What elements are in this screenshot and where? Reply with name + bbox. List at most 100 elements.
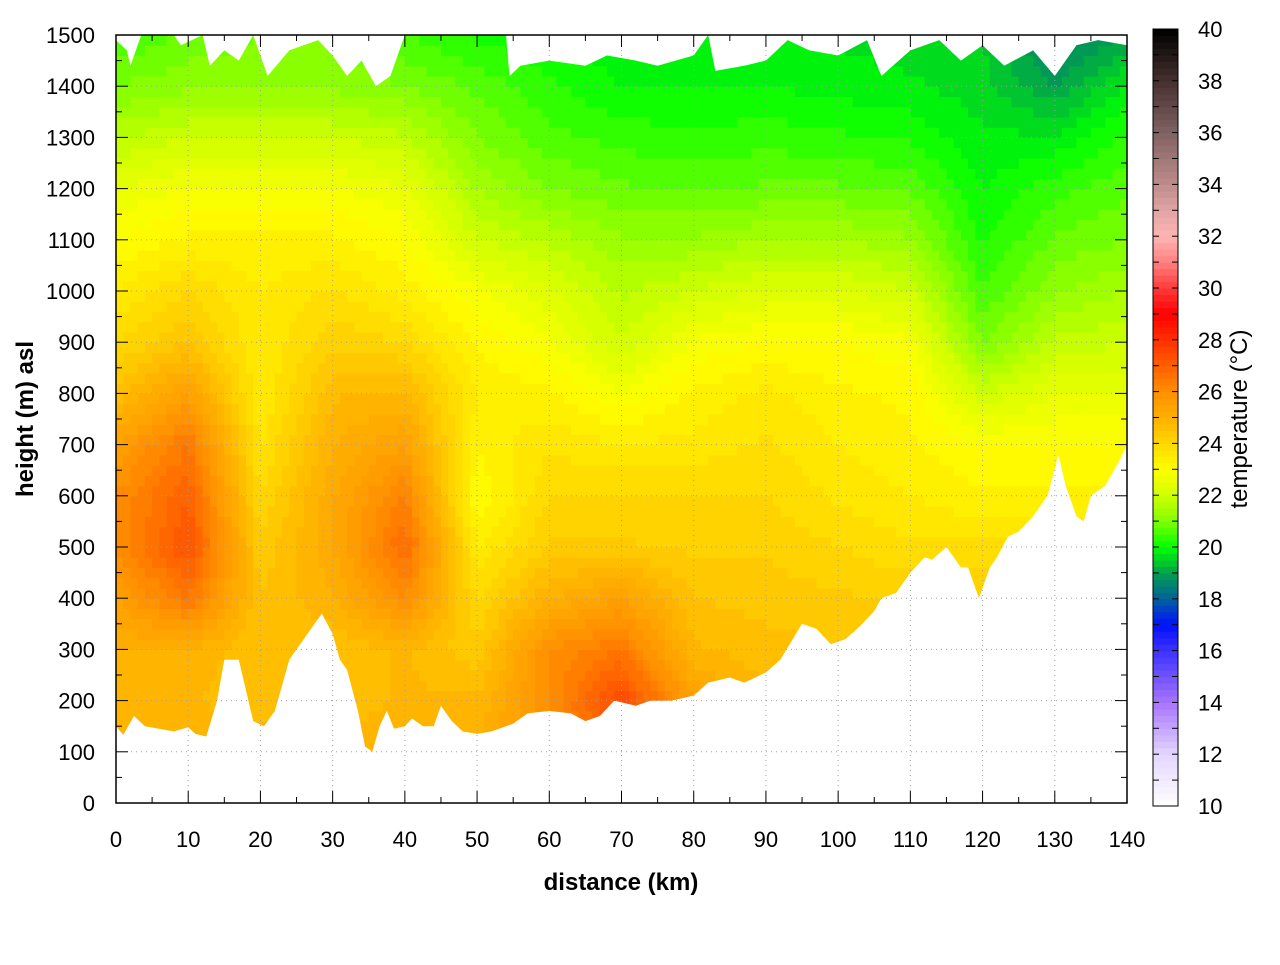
heatmap-cell <box>217 700 225 712</box>
heatmap-cell <box>397 209 406 220</box>
heatmap-cell <box>260 96 269 108</box>
heatmap-cell <box>520 536 529 548</box>
heatmap-cell <box>527 618 536 630</box>
heatmap-cell <box>368 229 377 241</box>
heatmap-cell <box>368 577 377 589</box>
heatmap-cell <box>202 628 211 640</box>
heatmap-cell <box>116 557 124 569</box>
heatmap-cell <box>289 209 298 220</box>
heatmap-cell <box>469 536 478 548</box>
heatmap-cell <box>347 321 355 333</box>
heatmap-cell <box>195 413 204 425</box>
heatmap-cell <box>166 383 175 394</box>
heatmap-cell <box>209 96 218 108</box>
heatmap-cell <box>123 516 132 528</box>
heatmap-cell <box>267 372 276 384</box>
heatmap-cell <box>166 618 175 630</box>
heatmap-cell <box>152 721 160 732</box>
heatmap-cell <box>195 291 204 302</box>
heatmap-cell <box>383 301 392 313</box>
heatmap-cell <box>463 772 471 783</box>
heatmap-cell <box>180 731 189 743</box>
heatmap-cell <box>563 45 572 57</box>
heatmap-cell <box>123 741 132 752</box>
heatmap-cell <box>166 465 175 476</box>
heatmap-cell <box>152 618 160 630</box>
heatmap-cell <box>375 710 384 722</box>
heatmap-cell <box>116 229 124 241</box>
heatmap-cell <box>578 219 586 231</box>
heatmap-cell <box>188 536 197 548</box>
heatmap-cell <box>296 352 305 364</box>
heatmap-cell <box>231 506 240 517</box>
heatmap-cell <box>231 372 240 384</box>
heatmap-cell <box>563 157 572 169</box>
heatmap-cell <box>404 116 413 128</box>
heatmap-cell <box>397 403 406 415</box>
heatmap-cell <box>477 86 485 98</box>
heatmap-cell <box>231 454 240 466</box>
heatmap-cell <box>347 301 355 313</box>
heatmap-cell <box>245 198 254 210</box>
heatmap-cell <box>462 250 471 261</box>
heatmap-cell <box>195 147 204 159</box>
heatmap-cell <box>397 239 406 251</box>
heatmap-cell <box>354 239 363 251</box>
heatmap-cell <box>325 311 334 323</box>
heatmap-cell <box>404 741 413 752</box>
heatmap-cell <box>282 567 290 579</box>
heatmap-cell <box>556 168 565 179</box>
heatmap-cell <box>578 188 586 200</box>
heatmap-cell <box>289 65 298 77</box>
heatmap-cell <box>209 649 218 661</box>
heatmap-cell <box>130 352 139 364</box>
heatmap-cell <box>368 567 377 579</box>
heatmap-cell <box>484 762 492 773</box>
heatmap-cell <box>549 45 558 57</box>
heatmap-cell <box>303 168 312 179</box>
heatmap-cell <box>318 106 327 118</box>
heatmap-cell <box>137 403 146 415</box>
heatmap-cell <box>570 710 579 722</box>
heatmap-cell <box>144 96 153 108</box>
heatmap-cell <box>563 55 572 67</box>
heatmap-cell <box>505 434 514 446</box>
heatmap-cell <box>310 178 319 190</box>
heatmap-cell <box>440 219 449 231</box>
heatmap-cell <box>152 577 160 589</box>
heatmap-cell <box>570 618 579 630</box>
heatmap-cell <box>585 301 594 313</box>
heatmap-cell <box>303 383 312 394</box>
heatmap-cell <box>542 608 550 620</box>
heatmap-cell <box>238 342 247 354</box>
heatmap-cell <box>318 239 327 251</box>
heatmap-cell <box>310 475 319 487</box>
heatmap-cell <box>130 383 139 394</box>
heatmap-cell <box>159 587 168 599</box>
heatmap-cell <box>419 75 428 87</box>
heatmap-cell <box>173 75 182 87</box>
heatmap-cell <box>339 342 348 354</box>
heatmap-cell <box>238 567 247 579</box>
heatmap-cell <box>159 393 168 405</box>
heatmap-cell <box>412 690 420 702</box>
heatmap-cell <box>159 762 167 773</box>
heatmap-cell <box>209 331 218 343</box>
heatmap-cell <box>123 127 132 138</box>
heatmap-cell <box>116 731 124 743</box>
heatmap-cell <box>231 393 240 405</box>
heatmap-cell <box>173 229 182 241</box>
heatmap-cell <box>455 352 464 364</box>
heatmap-cell <box>310 209 319 220</box>
heatmap-cell <box>195 86 204 98</box>
heatmap-cell <box>448 413 457 425</box>
heatmap-cell <box>260 311 269 323</box>
heatmap-cell <box>318 250 327 261</box>
heatmap-cell <box>267 75 276 87</box>
heatmap-cell <box>332 649 341 661</box>
heatmap-cell <box>390 65 399 77</box>
heatmap-cell <box>578 424 586 435</box>
heatmap-cell <box>130 710 139 722</box>
heatmap-cell <box>404 291 413 302</box>
heatmap-cell <box>542 731 550 743</box>
